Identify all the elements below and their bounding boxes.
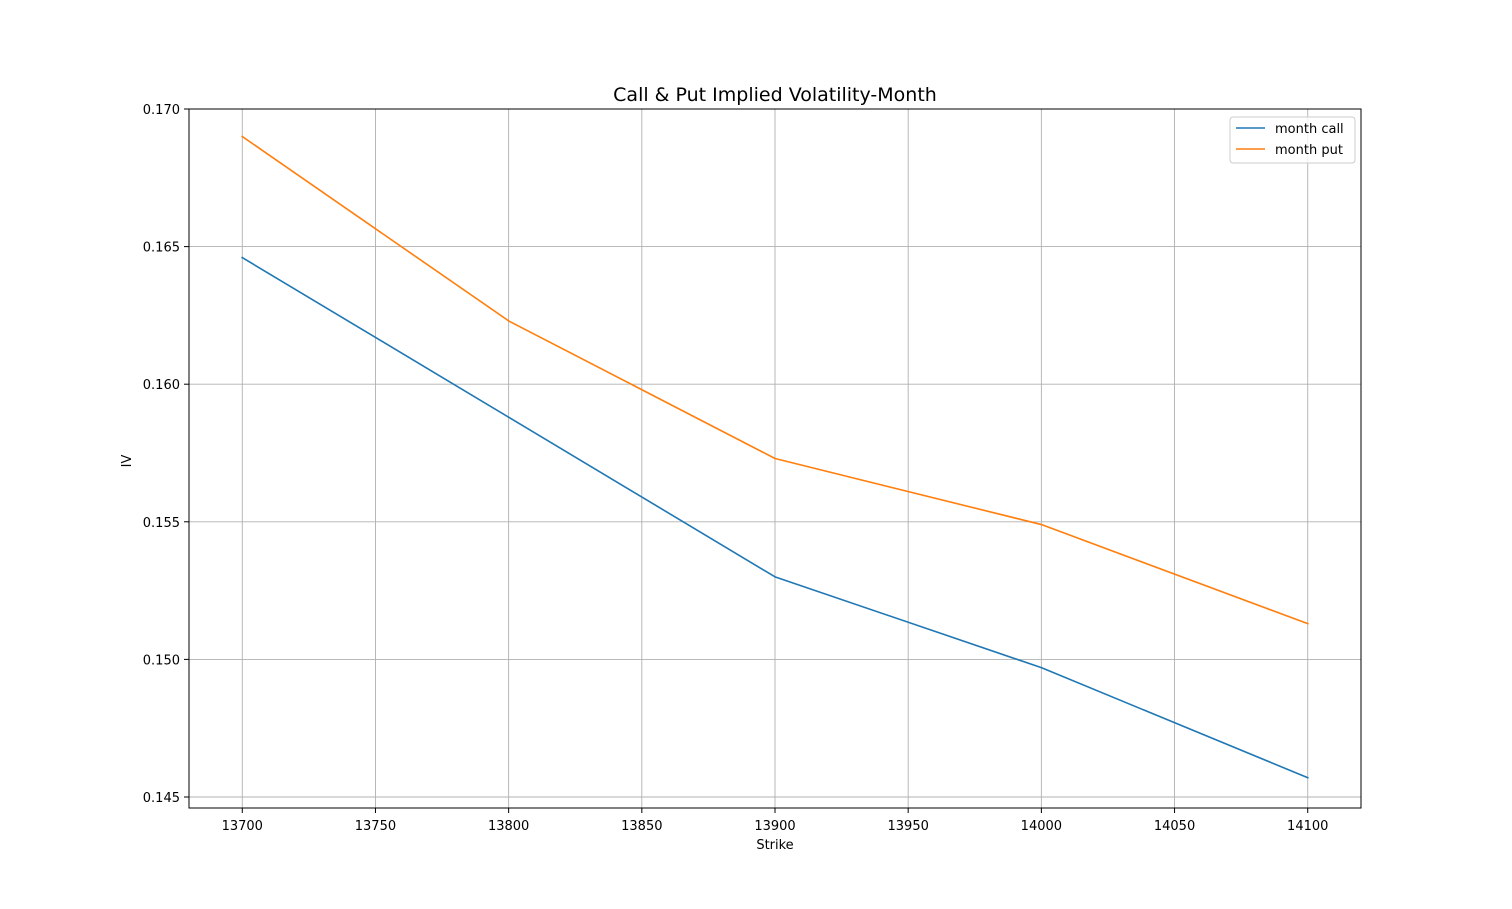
x-axis-label: Strike xyxy=(756,838,793,853)
data-point-month-put xyxy=(774,457,776,460)
x-tick-label: 13850 xyxy=(621,819,662,834)
y-tick-label: 0.165 xyxy=(143,241,180,256)
y-tick-label: 0.160 xyxy=(143,378,180,393)
x-tick-label: 13900 xyxy=(754,819,795,834)
x-tick-label: 14050 xyxy=(1154,819,1195,834)
x-axis-ticks: 13700 13750 13800 13850 13900 13950 14000 14050… xyxy=(222,808,1328,834)
y-axis-ticks: 0.145 0.150 0.155 0.160 0.165 0.170 xyxy=(143,103,189,806)
legend-label-month-call: month call xyxy=(1275,122,1344,137)
series-lines xyxy=(241,135,1309,779)
x-tick-label: 13950 xyxy=(888,819,929,834)
data-point-month-call xyxy=(241,256,244,259)
legend: month call month put xyxy=(1229,116,1356,164)
y-tick-label: 0.150 xyxy=(143,653,180,668)
x-tick-label: 14000 xyxy=(1021,819,1062,834)
data-point-month-call xyxy=(774,576,776,578)
legend-label-month-put: month put xyxy=(1275,143,1343,158)
y-tick-label: 0.145 xyxy=(143,791,180,806)
x-tick-label: 13800 xyxy=(488,819,529,834)
x-tick-label: 14100 xyxy=(1287,819,1328,834)
y-tick-label: 0.170 xyxy=(143,103,180,118)
data-point-month-put xyxy=(1040,523,1043,526)
data-point-month-call xyxy=(1040,666,1043,669)
y-axis-label: IV xyxy=(120,455,135,468)
chart-title: Call & Put Implied Volatility-Month xyxy=(613,84,937,106)
y-tick-label: 0.155 xyxy=(143,516,180,531)
data-point-month-put xyxy=(1306,622,1309,625)
x-tick-label: 13750 xyxy=(355,819,396,834)
data-point-month-put xyxy=(507,320,510,322)
data-point-month-call xyxy=(1306,776,1309,779)
x-tick-label: 13700 xyxy=(222,819,263,834)
data-point-month-put xyxy=(241,135,244,138)
data-point-month-call xyxy=(507,416,510,419)
